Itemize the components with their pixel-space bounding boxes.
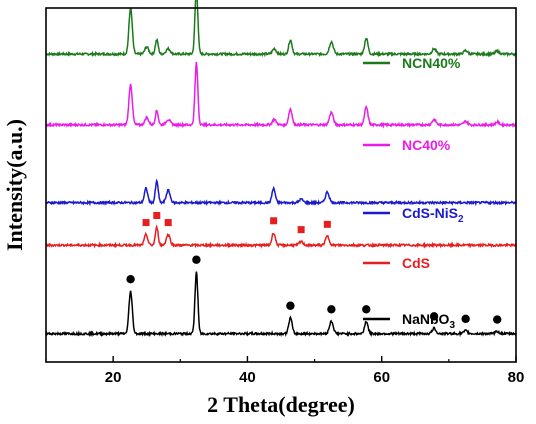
- traces-layer: [45, 0, 517, 338]
- y-axis-title: Intensity(a.u.): [2, 119, 27, 251]
- nanbo-marker-circle: [493, 315, 502, 324]
- cds-marker-square: [297, 226, 305, 234]
- trace-nc40: [45, 61, 517, 129]
- nanbo-marker-circle: [327, 305, 336, 314]
- cds-marker-square: [142, 219, 150, 227]
- plot-frame: [45, 7, 517, 363]
- legend-label-nanbo3: NaNbO3: [402, 311, 455, 331]
- trace-cds: [45, 224, 517, 249]
- nanbo-marker-circle: [461, 314, 470, 324]
- x-tick-label: 60: [373, 369, 390, 386]
- legend-label-ncn40: NCN40%: [402, 55, 461, 71]
- legend-label-nc40: NC40%: [402, 137, 451, 153]
- x-axis-ticks: 20 40 60 80: [45, 356, 525, 386]
- x-tick-label: 40: [239, 369, 256, 386]
- legend-label-cds-nis2: CdS-NiS2: [402, 205, 464, 225]
- x-axis-title: 2 Theta(degree): [207, 392, 355, 417]
- nanbo-marker-circle: [126, 275, 135, 284]
- trace-nanbo3: [45, 271, 517, 338]
- nanbo-marker-circle: [429, 312, 439, 321]
- nanbo-marker-circle: [192, 255, 201, 264]
- x-tick-label: 20: [105, 369, 122, 386]
- trace-ncn40: [45, 0, 517, 58]
- nanbo-marker-circle: [286, 301, 295, 310]
- nanbo-marker-circle: [362, 305, 371, 314]
- cds-marker-square: [164, 219, 172, 227]
- cds-marker-square: [153, 211, 161, 219]
- markers-layer: [126, 211, 502, 324]
- x-tick-label: 80: [508, 369, 525, 386]
- trace-cds-nis2: [45, 178, 517, 207]
- cds-marker-square: [323, 220, 331, 228]
- cds-marker-square: [270, 217, 278, 225]
- legend-label-cds: CdS: [402, 255, 430, 271]
- legend: NCN40% NC40% CdS-NiS2 CdS NaNbO3: [363, 55, 464, 331]
